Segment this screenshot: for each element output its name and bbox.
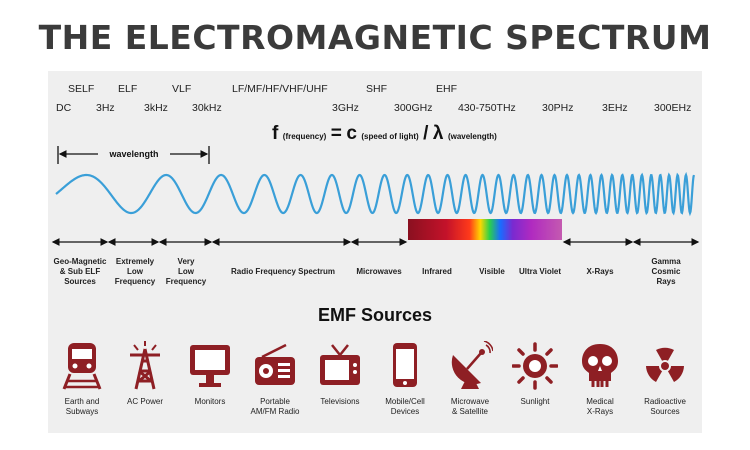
source-label: Mobile/Cell Devices bbox=[385, 397, 425, 416]
freq-label-3ghz: 3GHz bbox=[332, 102, 359, 114]
source-label: Microwave & Satellite bbox=[450, 397, 490, 416]
band-label-shf: SHF bbox=[366, 83, 387, 95]
formula-lambda-note: (wavelength) bbox=[447, 132, 497, 141]
satellite-dish-icon bbox=[451, 341, 493, 389]
band-label-self: SELF bbox=[68, 83, 95, 95]
freq-label-30khz: 30kHz bbox=[192, 102, 222, 114]
formula-c: c bbox=[346, 123, 357, 144]
freq-label-30phz: 30PHz bbox=[542, 102, 574, 114]
radioactive-icon bbox=[646, 347, 684, 382]
source-televisions: Televisions bbox=[310, 341, 370, 407]
mobile-phone-icon bbox=[393, 343, 417, 387]
freq-label-3ehz: 3EHz bbox=[602, 102, 628, 114]
spectrum-graphic: wavelength bbox=[51, 146, 700, 246]
em-wave bbox=[55, 171, 696, 217]
train-icon bbox=[62, 343, 102, 390]
freq-label-3khz: 3kHz bbox=[144, 102, 168, 114]
radio-icon bbox=[255, 343, 295, 385]
source-label: Portable AM/FM Radio bbox=[250, 397, 300, 416]
region-label-vlf: Very Low Frequency bbox=[165, 257, 207, 286]
freq-label-300ehz: 300EHz bbox=[654, 102, 692, 114]
band-label-ehf: EHF bbox=[436, 83, 457, 95]
source-label: Monitors bbox=[194, 397, 226, 406]
source-label: Earth and Subways bbox=[64, 397, 100, 416]
power-tower-icon bbox=[130, 341, 160, 390]
source-radioactive: Radioactive Sources bbox=[635, 341, 695, 417]
source-microwave-satellite: Microwave & Satellite bbox=[440, 341, 500, 417]
region-label-visible: Visible bbox=[479, 267, 505, 276]
source-earth-subways: Earth and Subways bbox=[52, 341, 112, 417]
spectrum-panel: SELF ELF VLF LF/MF/HF/VHF/UHF SHF EHF DC… bbox=[48, 71, 702, 433]
region-label-geomagnetic: Geo-Magnetic & Sub ELF Sources bbox=[53, 257, 107, 286]
source-label: Medical X-Rays bbox=[586, 397, 614, 416]
freq-label-430-750thz: 430-750THz bbox=[458, 102, 516, 114]
wavelength-label: wavelength bbox=[108, 149, 158, 159]
wave-formula: f (frequency) = c (speed of light) / λ (… bbox=[272, 123, 497, 145]
skull-icon bbox=[582, 344, 618, 387]
monitor-icon bbox=[190, 345, 230, 387]
region-label-xrays: X-Rays bbox=[586, 267, 614, 276]
band-label-vlf: VLF bbox=[172, 83, 192, 95]
freq-label-dc: DC bbox=[56, 102, 72, 114]
source-mobile-devices: Mobile/Cell Devices bbox=[375, 341, 435, 417]
visible-spectrum-bar bbox=[408, 219, 562, 240]
source-ac-power: AC Power bbox=[115, 341, 175, 407]
region-label-radio: Radio Frequency Spectrum bbox=[230, 267, 336, 276]
freq-label-3hz: 3Hz bbox=[96, 102, 115, 114]
region-label-elf: Extremely Low Frequency bbox=[114, 257, 156, 286]
region-label-infrared: Infrared bbox=[422, 267, 452, 276]
source-label: Televisions bbox=[320, 397, 360, 406]
television-icon bbox=[320, 344, 360, 385]
emf-sources-title: EMF Sources bbox=[317, 305, 433, 325]
region-label-gamma: Gamma Cosmic Rays bbox=[651, 257, 681, 286]
freq-label-300ghz: 300GHz bbox=[394, 102, 433, 114]
formula-lambda: λ bbox=[432, 123, 444, 144]
source-label: Sunlight bbox=[520, 397, 550, 406]
formula-slash: / bbox=[423, 123, 429, 144]
source-sunlight: Sunlight bbox=[505, 341, 565, 407]
sun-icon bbox=[512, 342, 558, 390]
source-label: Radioactive Sources bbox=[644, 397, 686, 416]
band-label-elf: ELF bbox=[118, 83, 138, 95]
source-portable-radio: Portable AM/FM Radio bbox=[245, 341, 305, 417]
formula-f-note: (frequency) bbox=[282, 132, 327, 141]
formula-c-note: (speed of light) bbox=[361, 132, 419, 141]
source-label: AC Power bbox=[126, 397, 163, 406]
formula-equals: = bbox=[330, 123, 342, 144]
source-monitors: Monitors bbox=[180, 341, 240, 407]
source-medical-xrays: Medical X-Rays bbox=[570, 341, 630, 417]
region-label-ultraviolet: Ultra Violet bbox=[518, 267, 562, 276]
page-title: THE ELECTROMAGNETIC SPECTRUM bbox=[38, 18, 712, 57]
region-label-microwaves: Microwaves bbox=[356, 267, 402, 276]
formula-f: f bbox=[272, 123, 279, 144]
band-label-radio: LF/MF/HF/VHF/UHF bbox=[232, 83, 328, 95]
